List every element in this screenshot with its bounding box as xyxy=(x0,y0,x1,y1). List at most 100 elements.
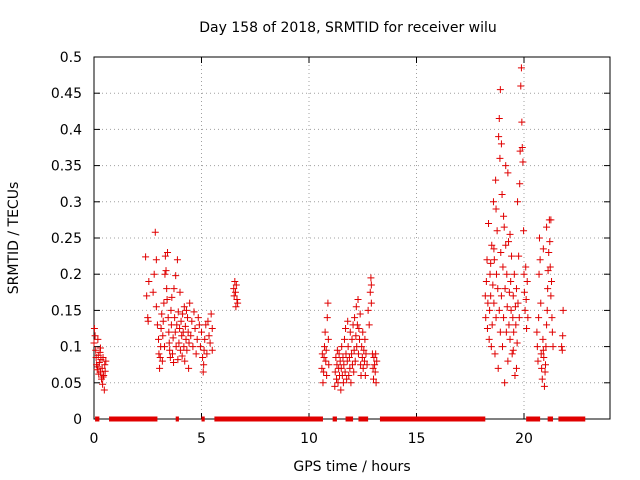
data-point xyxy=(489,198,497,206)
data-point xyxy=(494,285,502,293)
data-point xyxy=(343,357,351,365)
data-point xyxy=(183,346,191,354)
data-point xyxy=(96,368,104,376)
data-point xyxy=(318,350,326,358)
data-point xyxy=(543,306,551,314)
data-point xyxy=(344,317,352,325)
data-point xyxy=(363,361,371,369)
data-point xyxy=(523,325,531,332)
data-point xyxy=(358,343,366,351)
data-point xyxy=(495,115,503,123)
data-point xyxy=(494,364,502,372)
y-axis-label: SRMTID / TECUs xyxy=(6,182,22,295)
data-point xyxy=(361,335,369,343)
x-tick-label: 15 xyxy=(408,431,426,447)
data-point xyxy=(345,372,353,380)
data-point xyxy=(492,314,500,322)
data-point xyxy=(510,270,518,278)
data-point xyxy=(182,335,190,343)
data-point xyxy=(168,350,176,358)
y-tick-label: 0.5 xyxy=(60,50,82,66)
data-point xyxy=(339,379,347,387)
data-point xyxy=(336,357,344,365)
data-point xyxy=(491,350,499,358)
data-point xyxy=(522,263,530,271)
tick-labels: 0 5 10 15 20 0 0.05 0.1 0.15 0.2 0.25 0.3 0.35 0.4 0.4… xyxy=(51,50,533,447)
data-point xyxy=(352,332,360,340)
data-point xyxy=(538,364,546,372)
data-point xyxy=(507,277,515,285)
data-point xyxy=(320,343,328,351)
data-point xyxy=(508,252,516,260)
data-point xyxy=(549,343,557,351)
data-point xyxy=(161,343,169,351)
data-point xyxy=(540,382,548,390)
data-point xyxy=(540,353,548,361)
data-point xyxy=(543,321,551,329)
data-point xyxy=(340,361,348,369)
data-point xyxy=(338,343,346,351)
data-point xyxy=(517,82,525,90)
data-point xyxy=(230,292,238,300)
data-point xyxy=(369,364,377,372)
data-point xyxy=(324,299,332,307)
data-point xyxy=(187,332,195,340)
data-point xyxy=(335,350,343,358)
data-point xyxy=(159,317,167,325)
data-point xyxy=(487,343,495,351)
data-point xyxy=(352,303,360,311)
data-point xyxy=(487,292,495,300)
data-point xyxy=(190,308,198,316)
data-point xyxy=(489,281,497,289)
data-point xyxy=(513,339,521,347)
data-point xyxy=(351,357,359,365)
data-point xyxy=(372,350,380,358)
data-point xyxy=(199,353,207,361)
data-point xyxy=(348,335,356,343)
data-point xyxy=(367,299,375,307)
data-point xyxy=(493,227,501,235)
data-point xyxy=(178,352,186,360)
y-tick-label: 0.25 xyxy=(51,231,82,247)
y-tick-label: 0.15 xyxy=(51,303,82,319)
data-point xyxy=(164,248,172,256)
data-point xyxy=(180,303,188,311)
data-point xyxy=(516,147,524,155)
data-point xyxy=(90,339,98,347)
data-point xyxy=(324,335,332,343)
data-point xyxy=(149,288,157,296)
data-point xyxy=(372,379,380,387)
data-point xyxy=(559,306,567,314)
data-point xyxy=(191,325,199,332)
data-point xyxy=(194,314,202,322)
x-tick-label: 10 xyxy=(300,431,318,447)
data-point xyxy=(495,133,503,141)
data-point xyxy=(342,325,350,332)
data-point xyxy=(370,353,378,361)
data-point xyxy=(506,335,514,343)
data-point xyxy=(142,253,150,261)
data-point xyxy=(548,314,556,322)
data-point xyxy=(172,272,180,280)
data-point xyxy=(205,332,213,340)
y-tick-label: 0.45 xyxy=(51,86,82,102)
data-point xyxy=(485,335,493,343)
data-point xyxy=(512,364,520,372)
data-point xyxy=(320,368,328,376)
data-point xyxy=(522,296,530,304)
data-point xyxy=(189,343,197,351)
data-point xyxy=(548,277,556,285)
data-point xyxy=(520,270,528,278)
data-point xyxy=(485,220,493,228)
data-point xyxy=(373,357,381,365)
data-point xyxy=(360,357,368,365)
data-point xyxy=(158,357,166,365)
data-point xyxy=(203,350,211,358)
data-point xyxy=(512,321,520,329)
data-point xyxy=(145,277,153,285)
data-point xyxy=(232,303,240,311)
data-point xyxy=(94,363,102,371)
data-point xyxy=(496,328,504,336)
data-point xyxy=(559,332,567,340)
data-point xyxy=(496,154,504,162)
